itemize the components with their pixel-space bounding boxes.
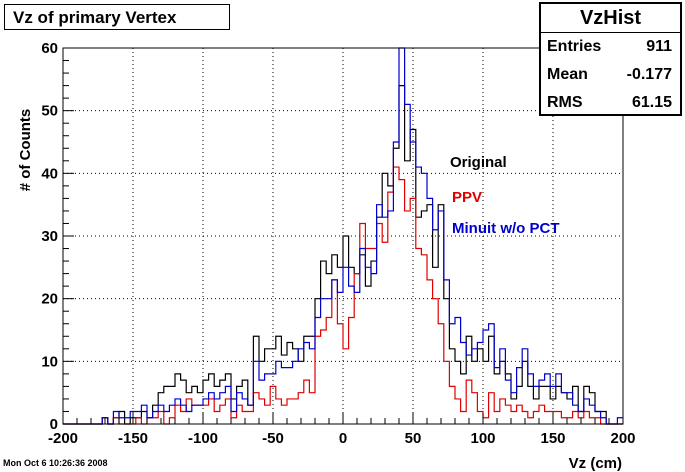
axes: -200 -150 -100 -50 0 50 100 150 200 0 10 20 30 40 50 60 [41,40,635,447]
legend-original: Original [450,154,507,171]
stats-row-rms: RMS 61.15 [541,89,680,117]
y-tick-label: 60 [41,40,58,57]
y-tick-label: 10 [41,353,58,370]
y-tick-label: 0 [50,416,58,433]
y-tick-label: 30 [41,228,58,245]
legend-ppv: PPV [452,189,482,206]
timestamp: Mon Oct 6 10:26:36 2008 [3,458,108,468]
x-axis-label: Vz (cm) [569,455,622,472]
x-tick-label: 50 [405,430,422,447]
legend: Original PPV Minuit w/o PCT [450,154,559,237]
stats-row-entries: Entries 911 [541,33,680,61]
y-tick-label: 50 [41,103,58,120]
x-tick-label: 100 [470,430,495,447]
stats-label: RMS [547,94,583,111]
series-group [63,47,623,425]
y-tick-label: 40 [41,165,58,182]
series-line-minuit [63,47,623,425]
series-line-original [63,85,623,425]
legend-minuit: Minuit w/o PCT [452,220,559,237]
stats-value: 61.15 [631,94,672,111]
y-axis-label: # of Counts [17,109,34,192]
stats-label: Mean [547,66,588,83]
stats-value: -0.177 [626,66,672,83]
stats-row-mean: Mean -0.177 [541,61,680,89]
x-tick-label: -200 [48,430,78,447]
stats-value: 911 [646,38,672,55]
y-tick-label: 20 [41,291,58,308]
x-tick-label: -100 [188,430,218,447]
x-tick-label: 150 [540,430,565,447]
series-line-ppv [63,166,623,425]
plot-title: Vz of primary Vertex [4,4,230,30]
x-tick-label: 0 [339,430,347,447]
stats-title: VzHist [541,4,680,33]
stats-label: Entries [547,38,602,55]
x-tick-label: 200 [610,430,635,447]
x-tick-label: -50 [262,430,284,447]
x-tick-label: -150 [118,430,148,447]
stats-box: VzHist Entries 911 Mean -0.177 RMS 61.15 [539,2,682,116]
